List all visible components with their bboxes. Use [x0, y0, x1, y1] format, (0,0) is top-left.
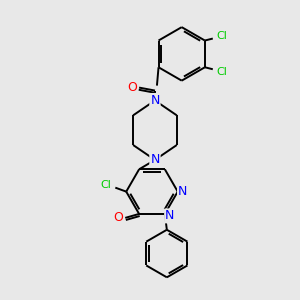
Text: O: O [127, 81, 137, 94]
Text: Cl: Cl [100, 180, 111, 190]
Text: O: O [113, 212, 123, 224]
Text: N: N [178, 185, 188, 198]
Text: N: N [150, 153, 160, 167]
Text: N: N [150, 94, 160, 107]
Text: N: N [165, 209, 175, 222]
Text: Cl: Cl [216, 67, 227, 77]
Text: Cl: Cl [216, 31, 227, 40]
